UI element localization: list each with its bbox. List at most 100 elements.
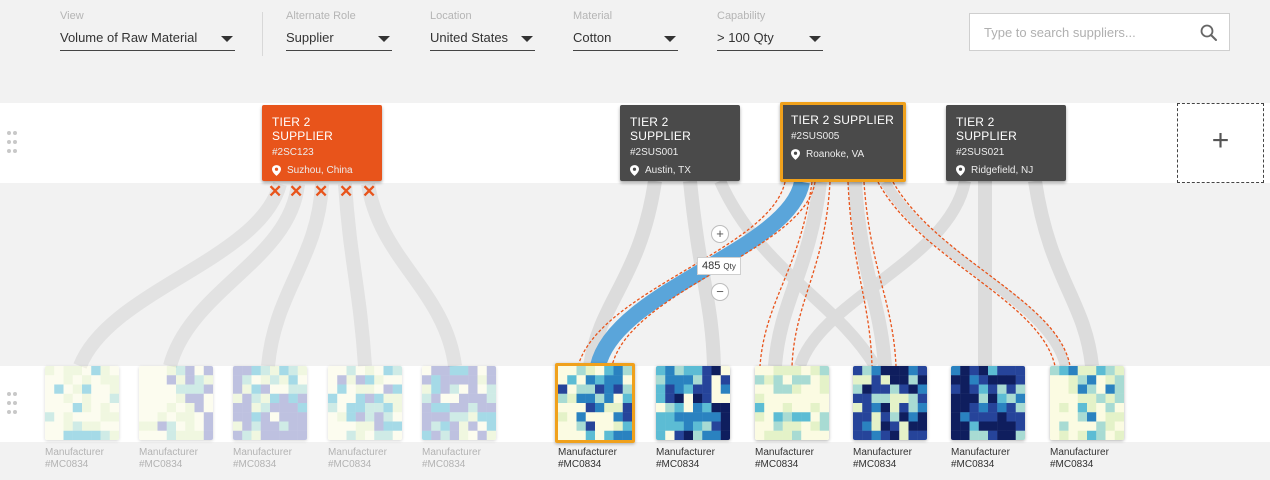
heatmap-cell [54,412,64,422]
heatmap-cell [392,430,402,440]
heatmap-cell [988,403,998,413]
decrease-flow-button[interactable]: − [711,283,729,301]
capability-dropdown[interactable]: > 100 Qty [717,29,823,51]
manufacturer-tile[interactable]: Manufacturer #MC0834 [755,366,829,470]
heatmap-cell [1050,421,1060,431]
manufacturer-tile[interactable]: Manufacturer #MC0834 [139,366,213,470]
heatmap-cell [782,384,793,394]
heatmap-cell [988,393,998,404]
heatmap-cell [960,393,970,404]
heatmap-cell [792,421,802,431]
heatmap-cell [969,375,979,385]
flow-link[interactable] [583,179,662,368]
heatmap-cell [260,393,271,404]
heatmap-cell [997,421,1007,431]
heatmap-cell [468,421,478,431]
heatmap-cell [810,403,820,413]
search-icon[interactable] [1199,23,1219,43]
heatmap-cell [702,430,712,440]
heatmap-cell [755,430,765,440]
heatmap [755,366,829,440]
manufacturer-tile[interactable]: Manufacturer #MC0834 [1050,366,1124,470]
heatmap [951,366,1025,440]
supplier-card[interactable]: TIER 2 SUPPLIER #2SUS001 Austin, TX [620,105,740,181]
heatmap-cell [440,393,450,404]
heatmap-cell [260,421,271,431]
add-supplier-button[interactable]: + [1177,103,1264,183]
heatmap-cell [978,403,989,413]
heatmap-cell [917,430,927,440]
manufacturer-tile[interactable]: Manufacturer #MC0834 [853,366,927,470]
heatmap-cell [1050,375,1060,385]
heatmap-cell [585,430,596,440]
supplier-tier: TIER 2 SUPPLIER [956,115,1017,143]
heatmap-cell [355,430,366,440]
heatmap-cell [585,421,596,431]
manufacturer-tile[interactable]: Manufacturer #MC0834 [656,366,730,470]
heatmap-cell [72,412,83,422]
heatmap-cell [139,393,149,404]
heatmap-cell [297,393,307,404]
heatmap-cell [477,403,487,413]
heatmap-cell [346,375,356,385]
search-input[interactable] [970,14,1180,50]
heatmap-cell [185,403,195,413]
heatmap-cell [297,384,307,394]
heatmap-cell [585,412,596,422]
heatmap-cell [880,412,891,422]
flow-outline [863,181,897,367]
heatmap [853,366,927,440]
filter-material: Material Cotton [573,10,678,51]
flow-link[interactable] [768,181,827,367]
flow-link[interactable] [1028,179,1099,367]
flow-link[interactable] [73,181,287,369]
heatmap-cell [355,384,366,394]
heatmap-cell [576,421,586,431]
flow-link[interactable] [163,182,305,368]
heatmap-cell [819,430,829,440]
manufacturer-tile-selected[interactable]: Manufacturer #MC0834 [555,363,635,470]
heatmap-cell [477,366,487,376]
supplier-card-selected[interactable]: TIER 2 SUPPLIER #2SUS005 Roanoke, VA [780,102,906,182]
heatmap-cell [819,366,829,376]
heatmap-cell [819,375,829,385]
heatmap-cell [233,403,243,413]
manufacturer-tile[interactable]: Manufacturer #MC0834 [45,366,119,470]
location-dropdown[interactable]: United States [430,29,535,51]
manufacturer-tile[interactable]: Manufacturer #MC0834 [328,366,402,470]
heatmap-cell [374,412,384,422]
flow-link[interactable] [794,179,971,369]
drag-handle-icon[interactable] [7,392,19,416]
heatmap-cell [997,375,1007,385]
heatmap-cell [960,430,970,440]
heatmap-cell [233,384,243,394]
heatmap-cell [960,375,970,385]
heatmap-cell [683,375,694,385]
flow-link[interactable] [683,180,721,367]
supplier-card[interactable]: TIER 2 SUPPLIER #2SC123 Suzhou, China [262,105,382,181]
alternate-role-dropdown[interactable]: Supplier [286,29,392,51]
flow-link[interactable] [338,183,372,367]
supplier-id: #2SUS021 [956,147,1005,158]
manufacturer-tile[interactable]: Manufacturer #MC0834 [422,366,496,470]
heatmap-cell [365,421,375,431]
flow-link[interactable] [261,183,329,367]
manufacturer-tile[interactable]: Manufacturer #MC0834 [951,366,1025,470]
heatmap-cell [585,393,596,404]
heatmap-cell [674,375,684,385]
supplier-card[interactable]: TIER 2 SUPPLIER #2SUS021 Ridgefield, NJ [946,105,1066,181]
heatmap-cell [185,412,195,422]
heatmap-cell [801,384,811,394]
heatmap-cell [346,366,356,376]
view-dropdown[interactable]: Volume of Raw Material [60,29,235,51]
manufacturer-tile[interactable]: Manufacturer #MC0834 [233,366,307,470]
increase-flow-button[interactable]: + [711,225,729,243]
heatmap-cell [45,375,55,385]
drag-handle-icon[interactable] [7,131,19,155]
heatmap-cell [233,393,243,404]
heatmap-cell [711,430,721,440]
flow-link[interactable] [361,182,462,368]
material-dropdown[interactable]: Cotton [573,29,678,51]
heatmap-cell [328,366,338,376]
heatmap-cell [862,430,872,440]
